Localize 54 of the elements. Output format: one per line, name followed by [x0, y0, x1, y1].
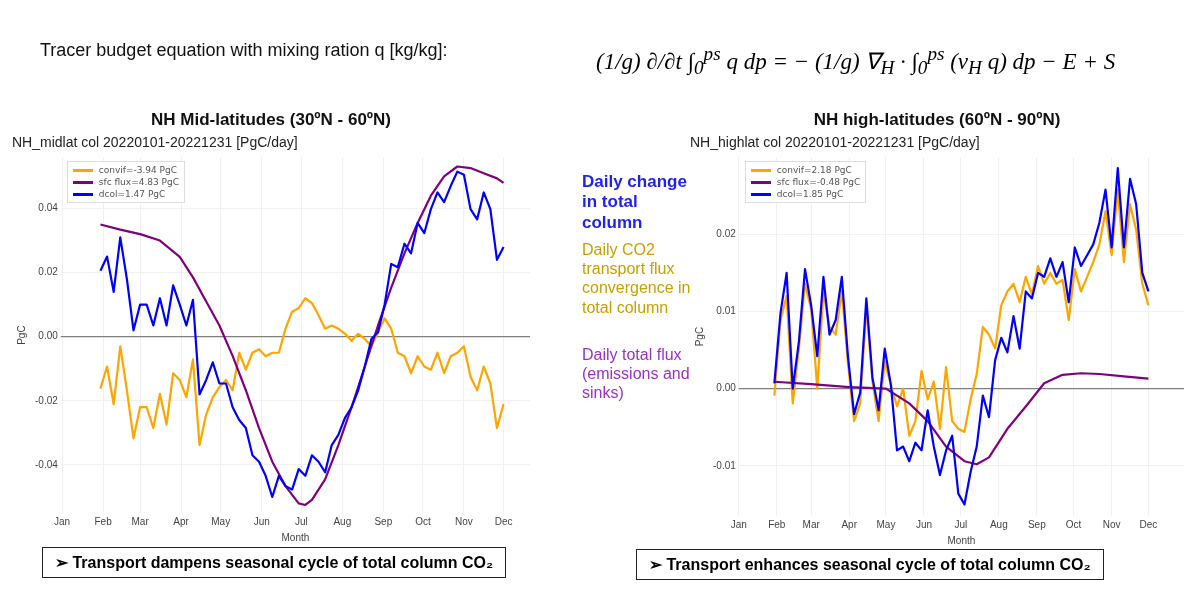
x-tick-label: May	[876, 518, 896, 530]
chart-subtitle: NH_midlat col 20220101-20221231 [PgC/day]	[12, 133, 298, 150]
y-tick-label: 0.00	[38, 330, 59, 342]
y-tick-label: 0.04	[38, 202, 59, 214]
chart-title: NH high-latitudes (60ºN - 90ºN)	[813, 109, 1061, 129]
x-axis-title: Month	[947, 534, 976, 546]
chart-subtitle: NH_highlat col 20220101-20221231 [PgC/day]	[690, 133, 980, 150]
y-tick-label: -0.02	[35, 394, 59, 406]
legend-label: convif=-3.94 PgC	[98, 165, 178, 176]
y-tick-label: 0.01	[716, 305, 737, 317]
x-tick-label: Mar	[802, 518, 821, 530]
x-tick-label: May	[211, 515, 231, 527]
x-tick-label: Jan	[54, 515, 71, 527]
x-tick-label: Sep	[374, 515, 393, 527]
y-axis-title: PgC	[693, 326, 705, 347]
text: ➢ Transport dampens seasonal cycle of total column CO₂	[42, 547, 506, 579]
text: (1/g) ∂/∂t ∫$_{0}$$^{ps}$ q dp = − (1/g) ∇$_{H}$ · ∫$_{0}$$^{ps}$ (v$_{H}$ q) dp − E + S	[596, 43, 1116, 79]
text: ➢ Transport enhances seasonal cycle of total column CO₂	[636, 549, 1104, 581]
x-tick-label: Jul	[954, 518, 968, 530]
chart-title: NH Mid-latitudes (30ºN - 60ºN)	[150, 109, 392, 129]
text: Tracer budget equation with mixing ration q [kg/kg]:	[40, 40, 448, 62]
x-tick-label: Jun	[253, 515, 270, 527]
y-tick-label: 0.02	[716, 228, 737, 240]
x-tick-label: Nov	[1102, 518, 1121, 530]
x-tick-label: Jan	[730, 518, 747, 530]
y-tick-label: -0.01	[713, 459, 737, 471]
x-tick-label: Jul	[294, 515, 308, 527]
x-tick-label: Feb	[768, 518, 786, 530]
x-axis-title: Month	[281, 531, 310, 543]
legend-label: dcol=1.85 PgC	[776, 189, 844, 200]
x-tick-label: Jun	[915, 518, 933, 530]
x-tick-label: Aug	[333, 515, 352, 527]
y-axis-title: PgC	[15, 325, 27, 345]
x-tick-label: Aug	[989, 518, 1008, 530]
x-tick-label: Oct	[1065, 518, 1082, 530]
legend-label: dcol=1.47 PgC	[98, 189, 166, 200]
y-tick-label: 0.00	[716, 382, 737, 394]
x-tick-label: Oct	[415, 515, 431, 527]
text: Daily change in total column	[582, 172, 688, 234]
x-tick-label: Apr	[841, 518, 858, 530]
x-tick-label: Dec	[1139, 518, 1158, 530]
legend-label: convif=2.18 PgC	[776, 165, 852, 176]
legend-label: sfc flux=4.83 PgC	[98, 177, 180, 188]
legend-label: sfc flux=-0.48 PgC	[776, 177, 861, 188]
text: Daily CO2 transport flux convergence in total column	[582, 240, 692, 317]
x-tick-label: Sep	[1027, 518, 1047, 530]
y-tick-label: -0.04	[35, 458, 59, 470]
x-tick-label: Dec	[494, 515, 513, 527]
x-tick-label: Apr	[173, 515, 190, 527]
text: Daily total flux (emissions and sinks)	[582, 345, 691, 403]
x-tick-label: Mar	[131, 515, 150, 527]
y-tick-label: 0.02	[38, 266, 59, 278]
x-tick-label: Nov	[455, 515, 473, 527]
x-tick-label: Feb	[94, 515, 113, 527]
